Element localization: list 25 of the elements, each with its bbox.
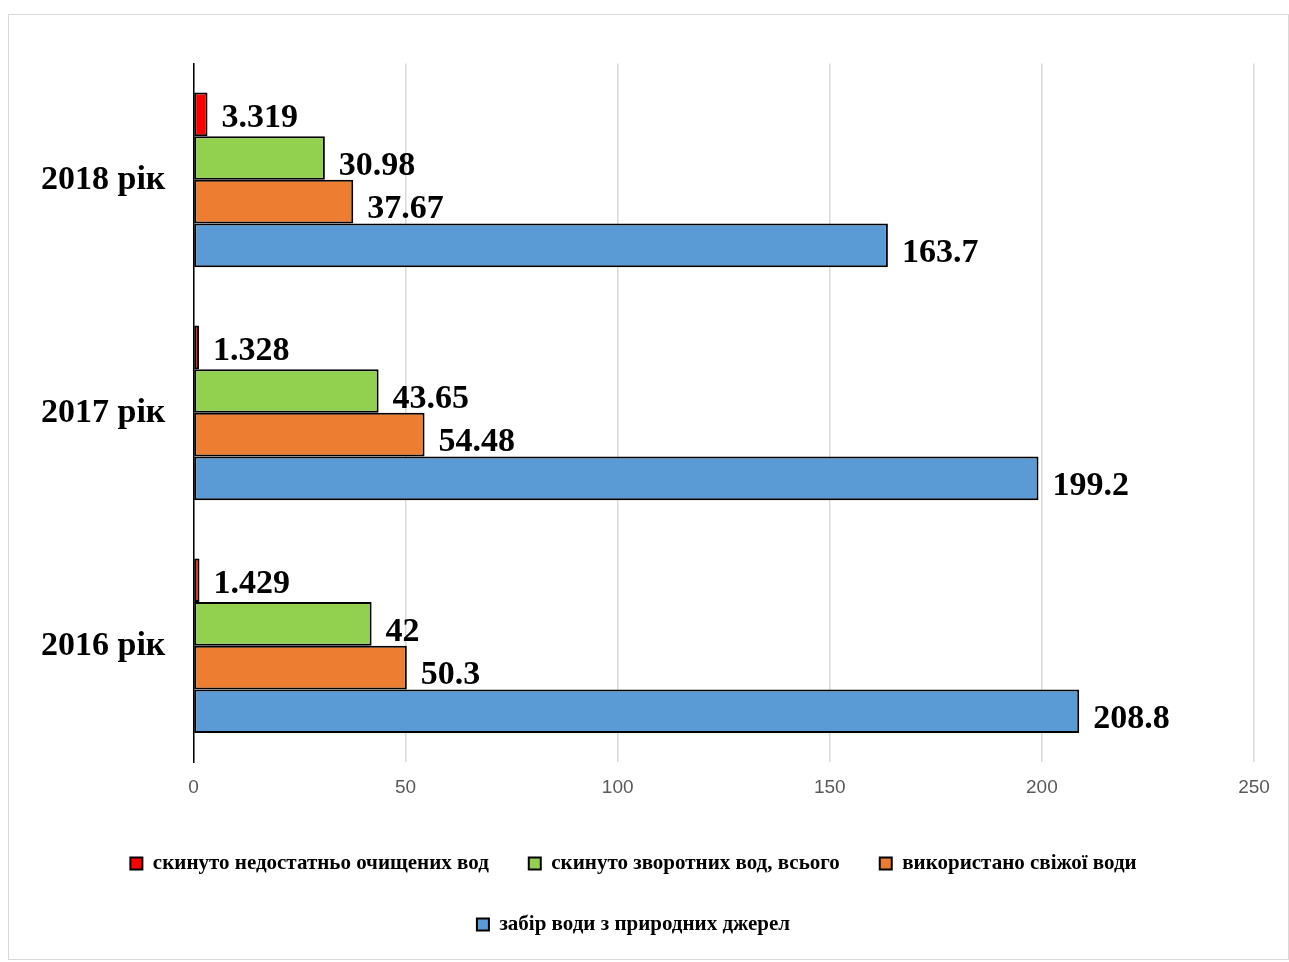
data-label: 54.48	[438, 421, 516, 459]
data-label: 50.3	[420, 654, 481, 692]
data-label: 43.65	[392, 377, 470, 415]
legend-label: забір води з природних джерел	[499, 910, 791, 935]
data-label: 208.8	[1093, 698, 1170, 736]
data-label: 163.7	[901, 232, 979, 270]
data-label: 30.98	[338, 144, 416, 182]
x-tick-label: 150	[813, 775, 846, 797]
data-label: 3.319	[221, 97, 299, 135]
data-label: 1.429	[213, 563, 291, 600]
x-tick-label: 250	[1238, 775, 1270, 797]
x-tick-label: 0	[188, 775, 199, 797]
data-label: 199.2	[1052, 465, 1129, 503]
legend-label: скинуто недостатньо очищених вод	[152, 849, 490, 874]
data-label: 42	[385, 610, 420, 648]
data-label: 1.328	[213, 330, 290, 368]
y-tick-label: 2017 рік	[40, 391, 166, 429]
x-tick-label: 200	[1026, 775, 1058, 797]
x-tick-label: 100	[601, 775, 634, 797]
y-tick-label: 2018 рік	[40, 158, 166, 196]
legend-label: скинуто зворотних вод, всього	[551, 849, 840, 874]
y-tick-label: 2016 рік	[40, 624, 166, 662]
legend-label: використано свіжої води	[902, 849, 1137, 874]
x-tick-label: 50	[394, 775, 417, 797]
data-label: 37.67	[367, 188, 444, 226]
